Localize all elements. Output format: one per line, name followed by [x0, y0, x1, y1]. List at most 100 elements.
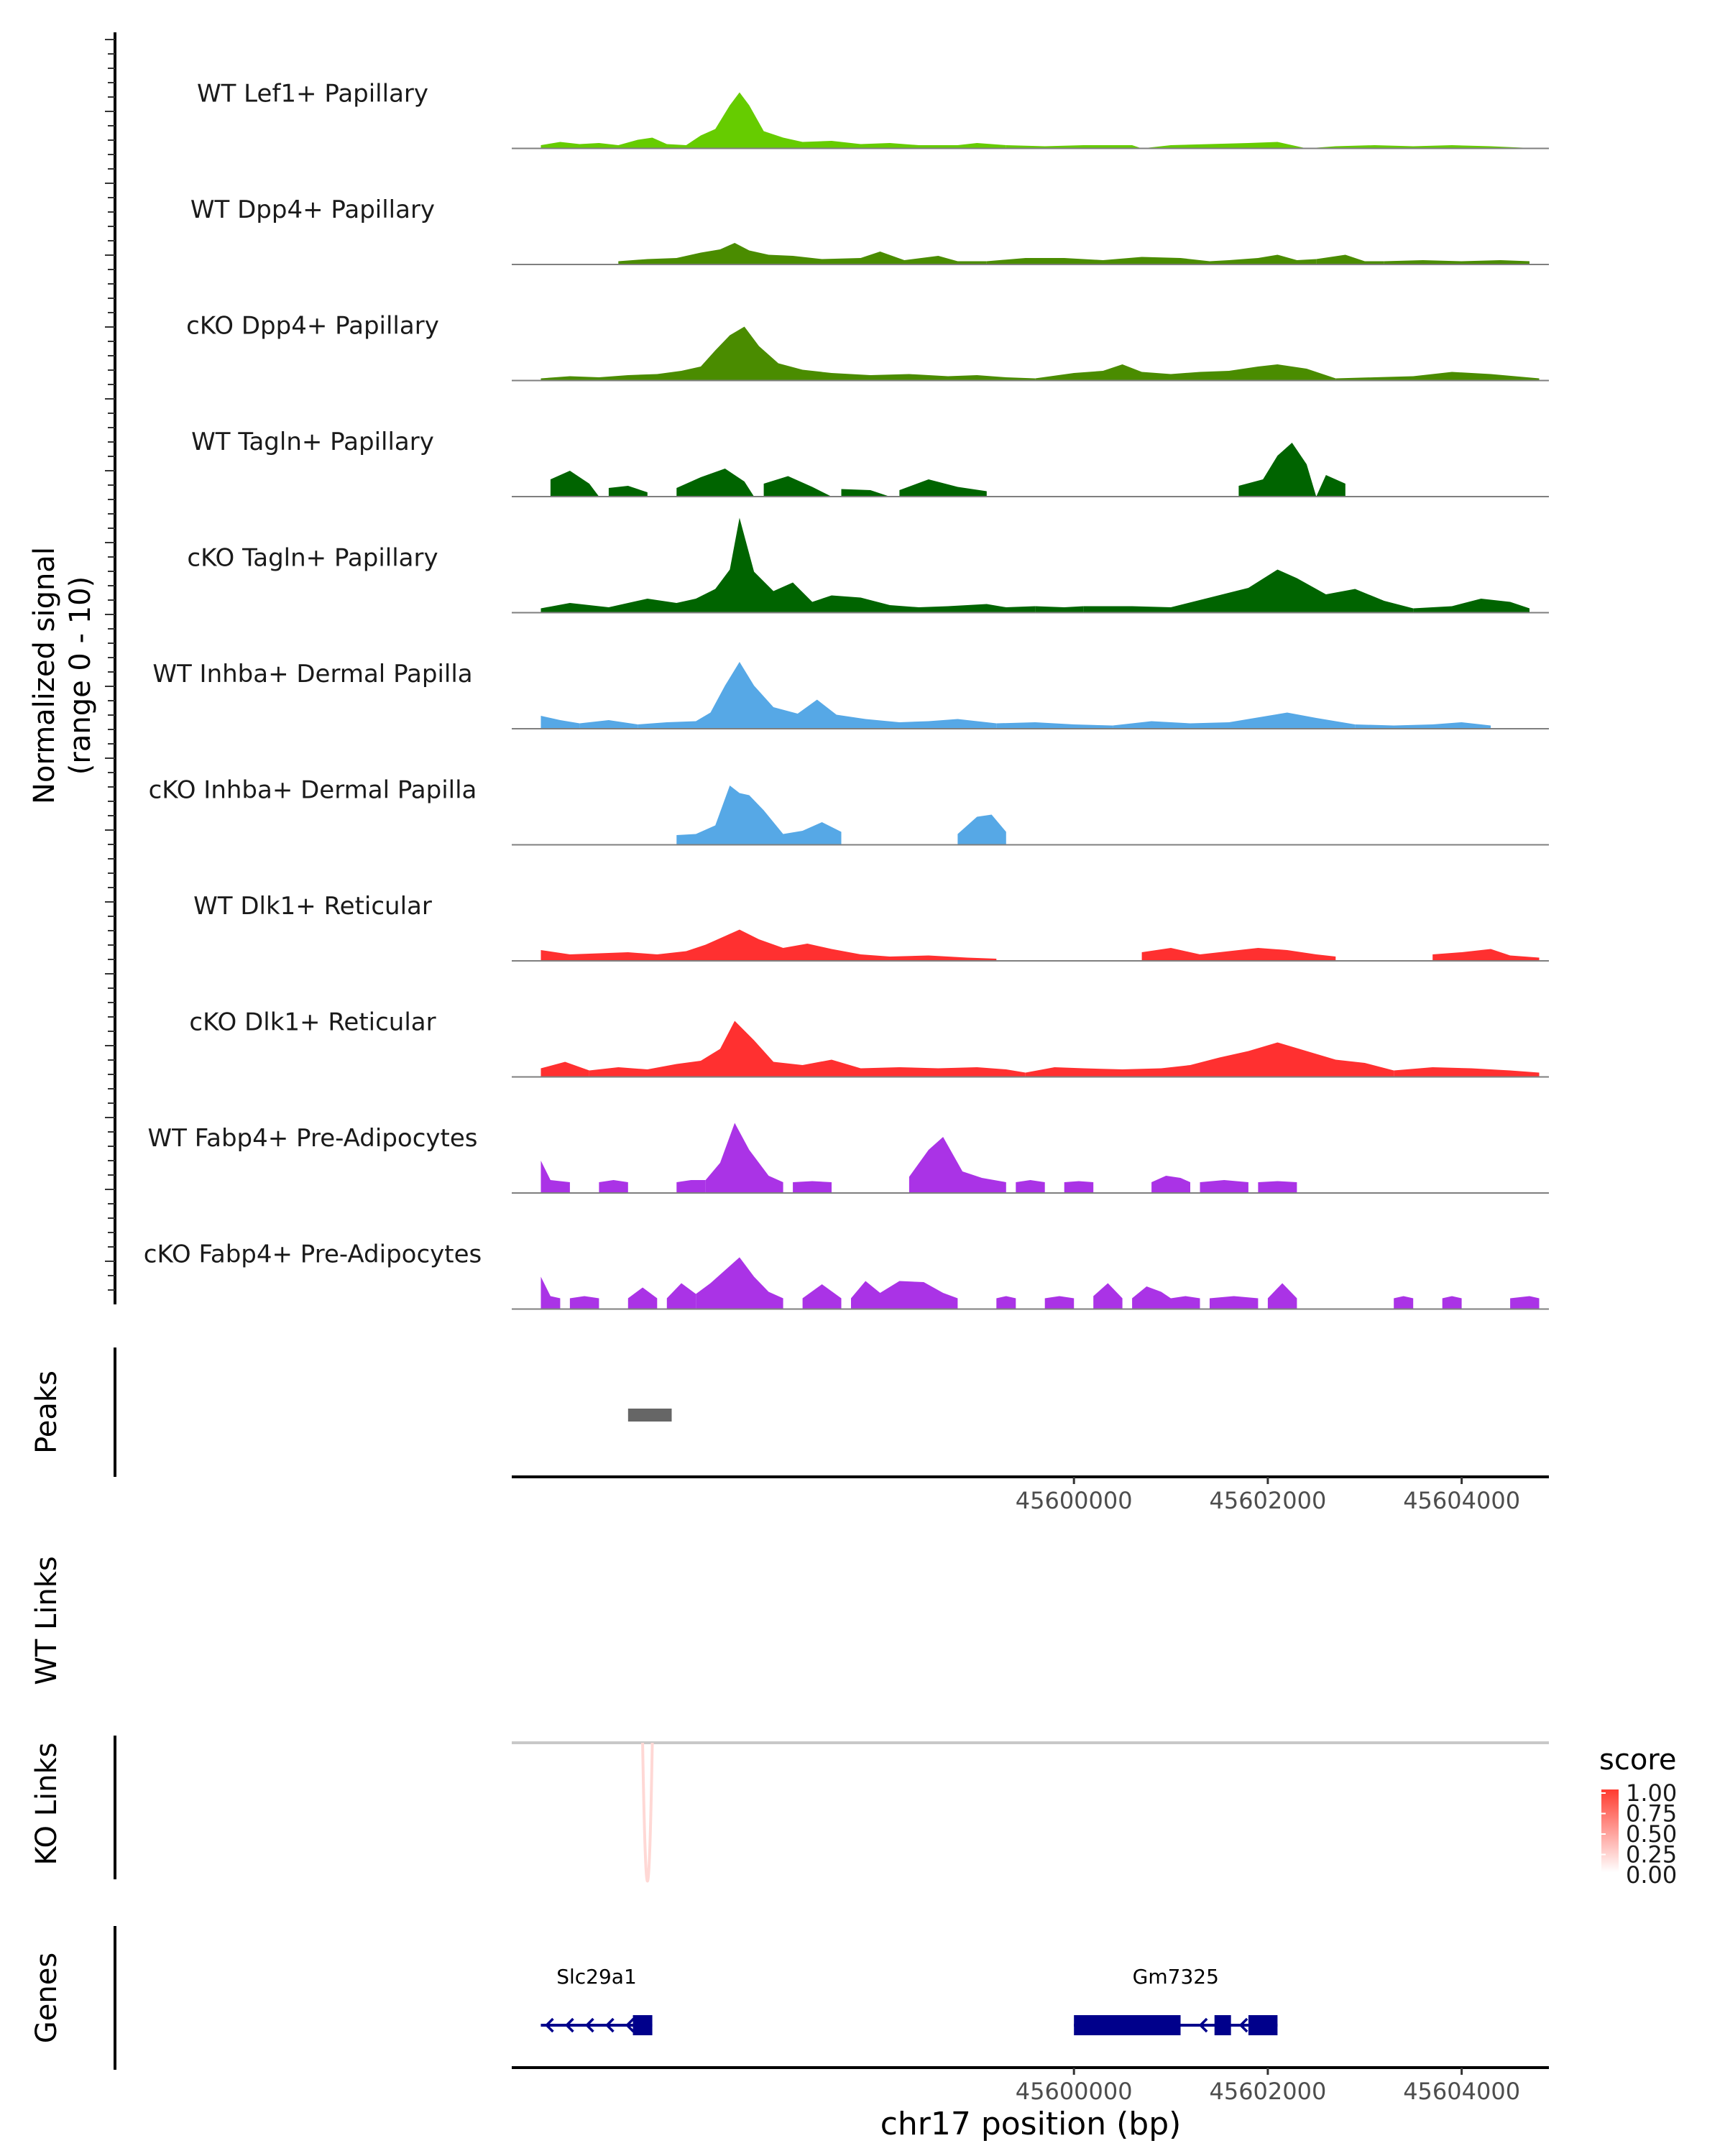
track-area-segment	[1442, 1296, 1462, 1309]
coverage-ylabel-range: (range 0 - 10)	[64, 576, 97, 775]
gene-slc29a1: Slc29a1	[540, 1965, 653, 2035]
gene-exon	[1074, 2015, 1181, 2035]
legend-tick-label: 0.25	[1626, 1841, 1677, 1869]
track-area-segment	[763, 476, 832, 497]
track-area-segment	[608, 486, 648, 497]
track-area-segment	[540, 1276, 561, 1309]
track-area-segment	[1044, 1296, 1075, 1309]
track-area-segment	[1035, 606, 1084, 613]
track-1: WT Lef1+ Papillary	[197, 80, 1549, 149]
track-8: WT Dlk1+ Reticular	[193, 892, 1549, 962]
legend-tick-label: 1.00	[1626, 1779, 1677, 1807]
x-tick-label: 45602000	[1209, 2078, 1326, 2105]
track-area-segment	[1316, 475, 1346, 497]
track-area-segment	[540, 929, 997, 961]
x-tick-label: 45604000	[1403, 1487, 1520, 1514]
track-area-segment	[1306, 145, 1540, 149]
coverage-y-axis-ticks	[105, 39, 115, 1291]
track-area-segment	[957, 814, 1006, 845]
x-axis-title: chr17 position (bp)	[880, 2106, 1182, 2142]
x-tick-label: 45600000	[1016, 2078, 1133, 2105]
ko-link-arc	[641, 1742, 654, 1883]
legend-tick-label: 0.75	[1626, 1800, 1677, 1828]
gene-exon	[632, 2015, 653, 2035]
track-area-segment	[996, 722, 1113, 729]
legend-tick-label: 0.50	[1626, 1820, 1677, 1848]
track-2: WT Dpp4+ Papillary	[190, 195, 1549, 265]
score-legend-colorbar	[1601, 1789, 1619, 1872]
gene-name-label: Slc29a1	[556, 1965, 637, 1989]
track-area-segment	[1171, 1296, 1200, 1309]
x-tick-label: 45604000	[1403, 2078, 1520, 2105]
track-area-segment	[550, 471, 599, 497]
track-11: cKO Fabp4+ Pre-Adipocytes	[144, 1240, 1549, 1310]
track-area-segment	[1093, 1283, 1123, 1309]
track-area-segment	[599, 1180, 628, 1193]
score-legend-title: score	[1599, 1743, 1676, 1777]
track-area-segment	[1316, 254, 1384, 264]
track-area-segment	[1025, 1042, 1394, 1077]
track-area-segment	[1141, 142, 1307, 149]
track-area-segment	[540, 517, 1036, 613]
track-area-segment	[793, 1181, 832, 1193]
track-area-segment	[1083, 569, 1414, 613]
track-area-segment	[1432, 949, 1540, 961]
track-6: WT Inhba+ Dermal Papilla	[152, 660, 1549, 729]
gene-name-label: Gm7325	[1133, 1965, 1219, 1989]
track-7: cKO Inhba+ Dermal Papilla	[149, 776, 1549, 846]
x-tick-label: 45602000	[1209, 1487, 1326, 1514]
track-area-segment	[540, 92, 1006, 149]
strand-arrow	[1198, 2017, 1208, 2033]
strand-arrow	[544, 2017, 554, 2033]
track-area-segment	[540, 326, 1036, 381]
track-area-segment	[696, 1257, 783, 1309]
track-area-segment	[676, 1180, 706, 1193]
track-label: cKO Inhba+ Dermal Papilla	[149, 776, 477, 805]
track-label: WT Fabp4+ Pre-Adipocytes	[148, 1124, 478, 1153]
strand-arrow	[625, 2017, 635, 2033]
gene-gm7325: Gm7325	[1074, 1965, 1278, 2035]
track-label: WT Tagln+ Papillary	[191, 428, 434, 456]
ko-links-arcs	[641, 1742, 654, 1883]
gene-exon	[1248, 2015, 1278, 2035]
track-area-segment	[1200, 1180, 1248, 1193]
track-area-segment	[676, 786, 842, 845]
track-label: WT Inhba+ Dermal Papilla	[152, 660, 472, 688]
track-label: WT Lef1+ Papillary	[197, 80, 428, 109]
strand-arrow	[564, 2017, 574, 2033]
track-area-segment	[1394, 1296, 1414, 1309]
gene-exon	[1214, 2015, 1231, 2035]
track-area-segment	[666, 1283, 696, 1309]
track-area-segment	[1267, 1283, 1297, 1309]
track-area-segment	[1238, 443, 1317, 497]
track-area-segment	[908, 1137, 1006, 1193]
track-area-segment	[1064, 1181, 1094, 1193]
track-area-segment	[627, 1287, 658, 1309]
track-area-segment	[540, 1161, 570, 1193]
track-label: cKO Tagln+ Papillary	[187, 544, 438, 573]
coverage-tracks: WT Lef1+ Papillary WT Dpp4+ Papillary cKO …	[144, 80, 1549, 1310]
wt-links-label: WT Links	[30, 1556, 63, 1685]
track-area-segment	[540, 1061, 589, 1077]
track-area-segment	[1384, 260, 1530, 264]
ko-links-label: KO Links	[30, 1743, 63, 1866]
track-area-segment	[841, 489, 890, 497]
track-area-segment	[802, 1284, 842, 1309]
track-area-segment	[1229, 254, 1317, 264]
track-3: cKO Dpp4+ Papillary	[186, 312, 1549, 382]
x-axis-bottom: 45600000 45602000 45604000	[512, 2066, 1549, 2105]
x-axis-top: 45600000 45602000 45604000	[512, 1475, 1549, 1514]
track-area-segment	[1141, 948, 1336, 961]
track-area-segment	[1394, 1067, 1540, 1077]
track-area-segment	[618, 243, 987, 264]
coverage-ylabel: Normalized signal	[28, 547, 61, 804]
track-area-segment	[851, 1281, 880, 1309]
track-label: cKO Dlk1+ Reticular	[189, 1008, 436, 1037]
track-area-segment	[638, 662, 997, 729]
track-area-segment	[986, 257, 1229, 264]
track-area-segment	[1151, 1176, 1190, 1193]
track-label: cKO Dpp4+ Papillary	[186, 312, 439, 341]
track-label: WT Dpp4+ Papillary	[190, 195, 435, 224]
track-area-segment	[540, 716, 580, 729]
track-area-segment	[579, 720, 638, 729]
